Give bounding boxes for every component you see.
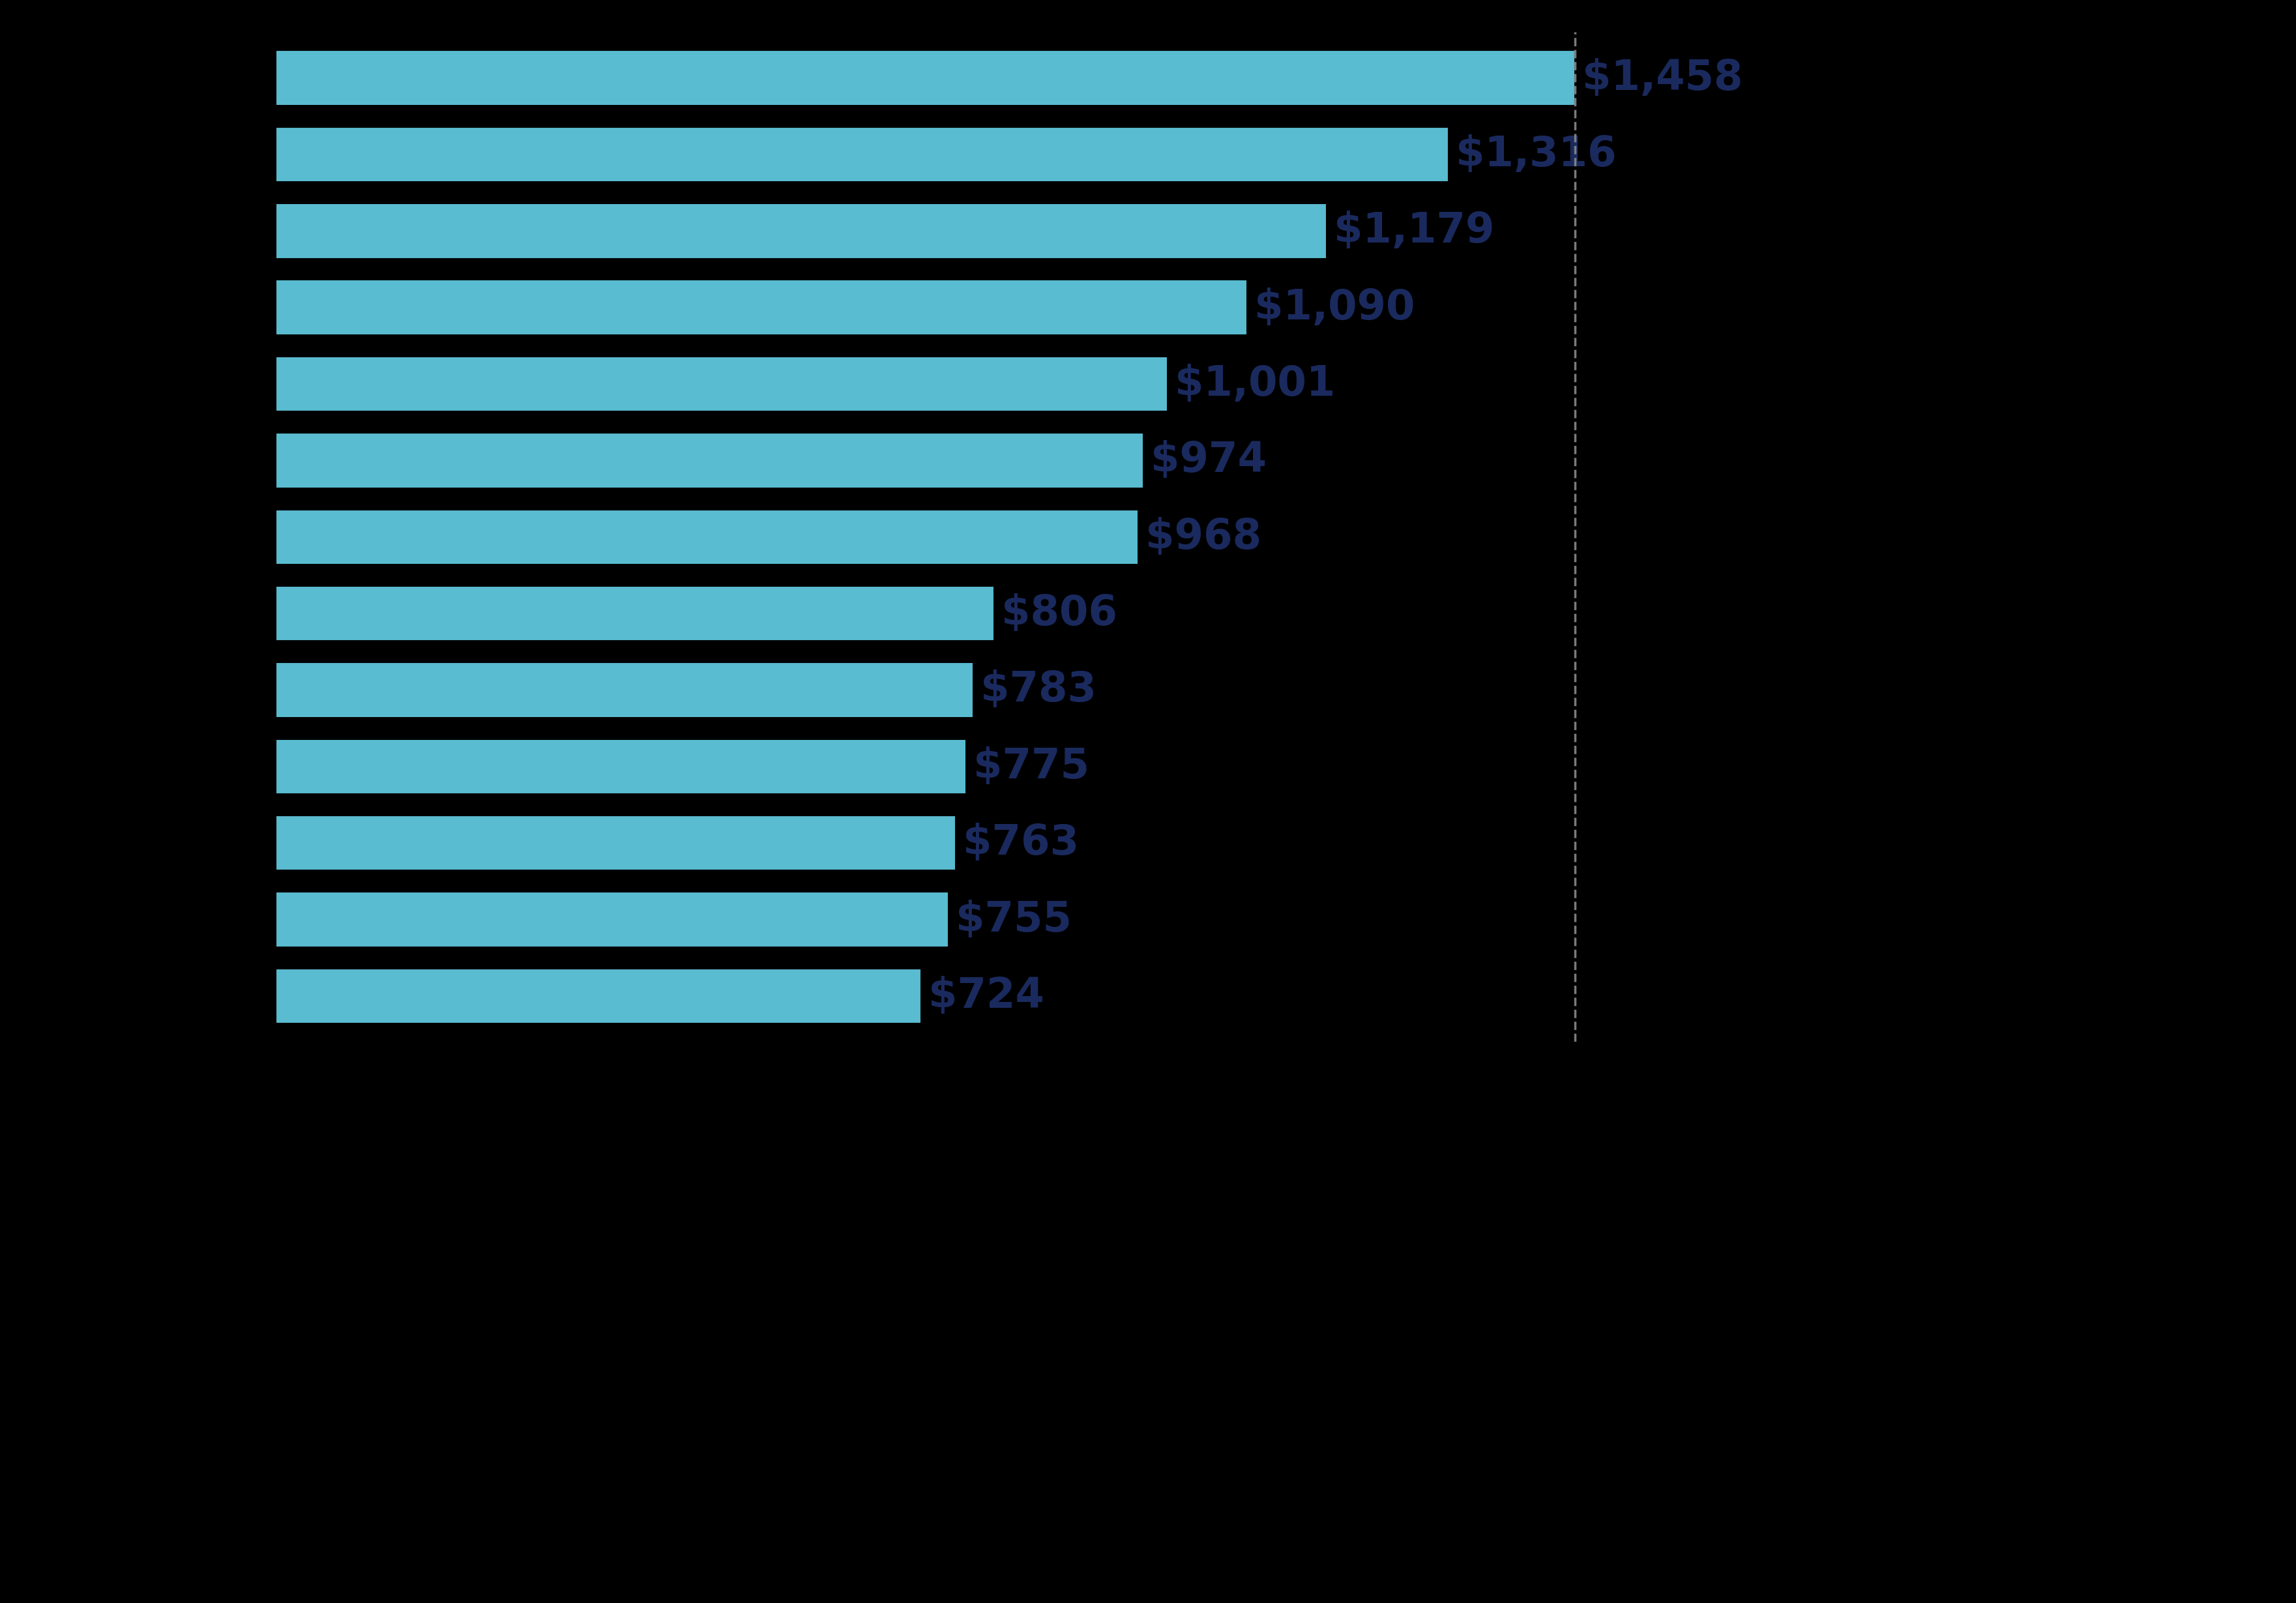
Bar — [276, 891, 948, 947]
Bar — [276, 510, 1139, 564]
Text: $974: $974 — [1150, 441, 1267, 481]
Text: $1,316: $1,316 — [1456, 135, 1616, 175]
Bar — [276, 281, 1247, 335]
Bar — [276, 50, 1575, 106]
Text: $1,090: $1,090 — [1254, 287, 1414, 327]
Text: $783: $783 — [980, 670, 1097, 710]
Bar — [276, 356, 1169, 412]
Text: $763: $763 — [962, 822, 1079, 864]
Text: $775: $775 — [974, 747, 1091, 787]
Bar — [276, 968, 921, 1024]
Text: $1,001: $1,001 — [1176, 364, 1336, 404]
Bar — [276, 204, 1327, 258]
Bar — [276, 127, 1449, 183]
Text: $1,179: $1,179 — [1334, 210, 1495, 252]
Bar — [276, 816, 955, 870]
Text: $724: $724 — [928, 976, 1045, 1016]
Text: $806: $806 — [1001, 593, 1118, 633]
Bar — [276, 662, 974, 718]
Bar — [276, 433, 1143, 487]
Text: $1,458: $1,458 — [1582, 58, 1743, 98]
Bar — [276, 739, 967, 793]
Text: $968: $968 — [1146, 516, 1261, 558]
Bar — [276, 587, 994, 641]
Text: $755: $755 — [955, 899, 1072, 939]
